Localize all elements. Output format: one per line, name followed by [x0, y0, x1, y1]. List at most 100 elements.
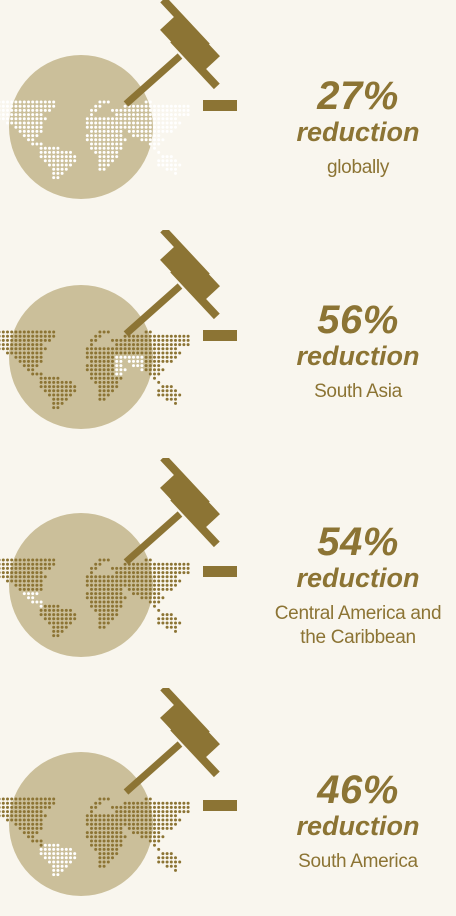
map-dot: [90, 108, 93, 112]
map-dot: [140, 138, 144, 142]
map-dot: [14, 801, 18, 805]
map-dot: [182, 113, 186, 117]
map-dot: [157, 822, 161, 826]
map-dot: [31, 797, 35, 801]
map-dot: [140, 835, 144, 839]
map-dot: [123, 571, 127, 575]
gavel-base: [203, 566, 237, 577]
map-dot: [115, 566, 119, 570]
map-dot: [161, 852, 165, 856]
map-dot: [148, 104, 152, 108]
map-dot: [90, 587, 93, 591]
map-dot: [169, 343, 173, 347]
map-dot: [157, 163, 161, 167]
map-dot: [119, 600, 123, 604]
map-dot: [10, 818, 14, 822]
map-dot: [85, 347, 89, 351]
map-dot: [35, 579, 39, 583]
map-dot: [1, 810, 5, 814]
stat-block-central-america: 54% reduction Central America and the Ca…: [0, 458, 456, 686]
map-dot: [0, 109, 1, 112]
map-dot: [35, 104, 39, 108]
map-dot: [35, 583, 39, 587]
map-dot: [106, 134, 110, 138]
map-dot: [161, 129, 165, 133]
map-dot: [157, 818, 161, 822]
map-dot: [148, 566, 152, 570]
map-dot: [157, 831, 161, 835]
map-dot: [119, 359, 123, 363]
map-dot: [161, 826, 165, 830]
map-dot: [27, 575, 30, 579]
map-dot: [148, 347, 152, 351]
map-dot: [178, 579, 182, 583]
map-dot: [161, 159, 165, 163]
map-dot: [169, 852, 173, 856]
map-dot: [64, 621, 68, 625]
map-dot: [31, 117, 35, 121]
map-dot: [144, 596, 148, 600]
map-dot: [73, 852, 77, 856]
map-dot: [127, 579, 131, 583]
map-dot: [165, 393, 169, 397]
map-dot: [52, 847, 56, 851]
map-dot: [106, 351, 110, 355]
map-dot: [35, 113, 39, 117]
map-dot: [136, 121, 140, 125]
map-dot: [178, 104, 182, 108]
map-dot: [136, 571, 140, 575]
map-dot: [119, 805, 123, 809]
map-dot: [43, 566, 47, 570]
map-dot: [43, 805, 47, 809]
map-dot: [157, 571, 161, 575]
map-dot: [123, 368, 127, 372]
map-dot: [48, 108, 51, 112]
map-dot: [169, 155, 173, 159]
block-art: [0, 688, 237, 896]
map-dot: [85, 822, 89, 826]
map-dot: [35, 558, 39, 562]
map-dot: [169, 814, 173, 818]
map-dot: [18, 583, 22, 587]
map-dot: [43, 814, 47, 818]
map-dot: [153, 822, 156, 826]
map-dot: [98, 596, 102, 600]
map-dot: [165, 617, 169, 621]
map-dot: [52, 856, 56, 860]
map-dot: [10, 347, 14, 351]
map-dot: [18, 121, 22, 125]
map-dot: [157, 121, 161, 125]
map-dot: [18, 805, 22, 809]
map-dot: [56, 376, 60, 380]
map-dot: [39, 121, 43, 125]
map-dot: [43, 330, 47, 334]
map-dot: [6, 338, 9, 342]
map-dot: [165, 167, 169, 171]
map-dot: [39, 334, 43, 338]
map-dot: [136, 134, 140, 138]
map-dot: [106, 142, 110, 146]
map-dot: [102, 797, 106, 801]
map-dot: [39, 805, 43, 809]
map-dot: [64, 608, 68, 612]
map-dot: [73, 856, 77, 860]
map-dot: [106, 575, 110, 579]
map-dot: [31, 831, 35, 835]
map-dot: [102, 368, 106, 372]
map-dot: [102, 839, 106, 843]
map-dot: [123, 801, 127, 805]
map-dot: [140, 117, 144, 121]
map-dot: [94, 380, 98, 384]
map-dot: [178, 108, 182, 112]
map-dot: [182, 810, 186, 814]
map-dot: [14, 558, 18, 562]
map-dot: [157, 351, 161, 355]
stat-region: Central America and the Caribbean: [274, 603, 442, 648]
map-dot: [90, 355, 93, 359]
map-dot: [115, 613, 119, 617]
map-dot: [56, 608, 60, 612]
map-dot: [27, 814, 30, 818]
map-dot: [18, 826, 22, 830]
map-dot: [35, 347, 39, 351]
map-dot: [69, 847, 72, 851]
